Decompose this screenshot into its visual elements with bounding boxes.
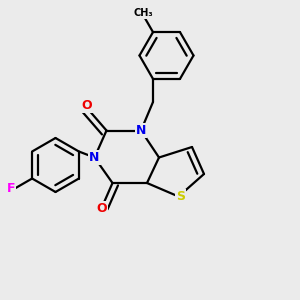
Text: CH₃: CH₃: [134, 8, 154, 18]
Text: S: S: [176, 190, 185, 203]
Text: N: N: [136, 124, 146, 137]
Text: O: O: [82, 99, 92, 112]
Text: N: N: [89, 151, 100, 164]
Text: F: F: [7, 182, 15, 195]
Text: O: O: [97, 202, 107, 215]
